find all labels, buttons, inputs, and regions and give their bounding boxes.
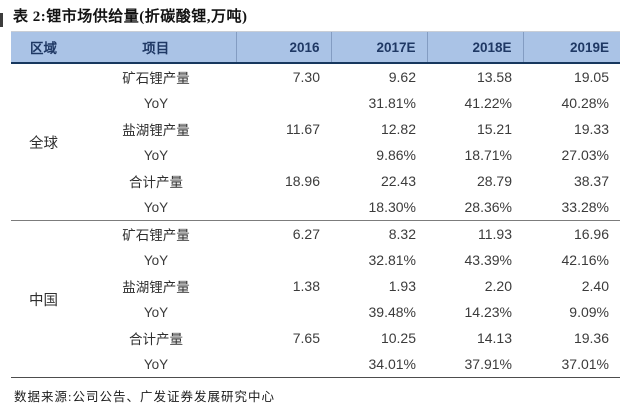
region-cell-global: 全球 [29,135,58,152]
item-cell: YoY [143,304,169,320]
value-cell: 9.86% [376,147,416,163]
table-row: 合计产量 7.65 10.25 14.13 19.36 [11,325,620,351]
value-cell: 28.36% [464,199,512,215]
value-cell: 19.33 [573,121,609,137]
item-cell: YoY [143,252,169,268]
table-row: 全球 矿石锂产量 7.30 9.62 13.58 19.05 [11,63,620,152]
value-cell: 6.27 [236,220,331,247]
item-cell: YoY [143,356,169,372]
table-row: YoY 31.81% 41.22% 40.28% [11,90,620,116]
value-cell: 19.05 [573,69,609,85]
item-cell: 盐湖锂产量 [122,280,190,295]
value-cell: 37.91% [464,356,512,372]
value-cell: 34.01% [368,356,416,372]
table-row: YoY 9.86% 18.71% 27.03% [11,142,620,168]
value-cell [236,351,331,378]
value-cell: 11.93 [427,220,523,247]
value-cell: 43.39% [464,252,512,268]
item-cell: 合计产量 [129,332,183,347]
value-cell: 31.81% [368,95,416,111]
value-cell [236,194,331,221]
value-cell: 7.65 [292,330,320,346]
value-cell: 19.36 [573,330,609,346]
value-cell: 2.40 [581,278,609,294]
value-cell: 14.13 [476,330,512,346]
value-cell: 15.21 [476,121,512,137]
value-cell: 1.93 [388,278,416,294]
value-cell: 18.30% [368,199,416,215]
header-2016: 2016 [235,31,331,64]
value-cell: 42.16% [561,252,609,268]
header-2017e: 2017E [330,31,427,64]
table-row: 盐湖锂产量 1.38 1.93 2.20 2.40 [11,273,620,299]
value-cell [236,142,331,168]
table-row: YoY 32.81% 43.39% 42.16% [11,247,620,273]
value-cell: 9.62 [388,69,416,85]
value-cell: 13.58 [476,69,512,85]
header-region: 区域 [11,31,76,64]
table-row: YoY 18.30% 28.36% 33.28% [11,194,620,221]
value-cell [236,90,331,116]
value-cell: 2.20 [484,278,512,294]
value-cell: 28.79 [476,173,512,189]
item-cell: 盐湖锂产量 [122,123,190,138]
value-cell: 16.96 [523,220,620,247]
value-cell: 9.09% [569,304,609,320]
left-edge-mark [0,13,3,27]
value-cell [236,299,331,325]
lithium-supply-table: 区域 项目 2016 2017E 2018E 2019E 全球 矿石锂产量 7.… [11,31,620,378]
table-title: 表 2:锂市场供给量(折碳酸锂,万吨) [13,9,248,25]
value-cell: 27.03% [561,147,609,163]
value-cell: 40.28% [561,95,609,111]
value-cell: 1.38 [292,278,320,294]
table-body: 全球 矿石锂产量 7.30 9.62 13.58 19.05 YoY 31.81… [11,63,620,378]
region-cell-china: 中国 [11,220,76,378]
value-cell: 22.43 [380,173,416,189]
item-cell: 矿石锂产量 [122,71,190,86]
value-cell: 18.96 [284,173,320,189]
value-cell: 39.48% [368,304,416,320]
item-cell: YoY [143,199,169,215]
value-cell: 37.01% [561,356,609,372]
value-cell [236,247,331,273]
header-2019e: 2019E [522,31,620,64]
table-row: 盐湖锂产量 11.67 12.82 15.21 19.33 [11,116,620,142]
table-header: 区域 项目 2016 2017E 2018E 2019E [11,31,620,64]
table-row: 中国 矿石锂产量 6.27 8.32 11.93 16.96 [11,220,620,378]
value-cell: 38.37 [573,173,609,189]
value-cell: 8.32 [331,220,427,247]
value-cell: 7.30 [292,69,320,85]
value-cell: 10.25 [380,330,416,346]
value-cell: 12.82 [380,121,416,137]
item-cell: 矿石锂产量 [76,220,236,247]
value-cell: 32.81% [368,252,416,268]
item-cell: YoY [143,95,169,111]
value-cell: 33.28% [561,199,609,215]
item-cell: YoY [143,147,169,163]
data-source-note: 数据来源:公司公告、广发证券发展研究中心 [14,390,275,404]
value-cell: 18.71% [464,147,512,163]
value-cell: 41.22% [464,95,512,111]
item-cell: 合计产量 [129,175,183,190]
table-row: YoY 39.48% 14.23% 9.09% [11,299,620,325]
header-row: 区域 项目 2016 2017E 2018E 2019E [11,31,620,64]
value-cell: 14.23% [464,304,512,320]
table-row: 合计产量 18.96 22.43 28.79 38.37 [11,168,620,194]
header-item: 项目 [76,31,236,64]
header-2018e: 2018E [426,31,523,64]
table-row: YoY 34.01% 37.91% 37.01% [11,351,620,378]
value-cell: 11.67 [286,121,320,137]
